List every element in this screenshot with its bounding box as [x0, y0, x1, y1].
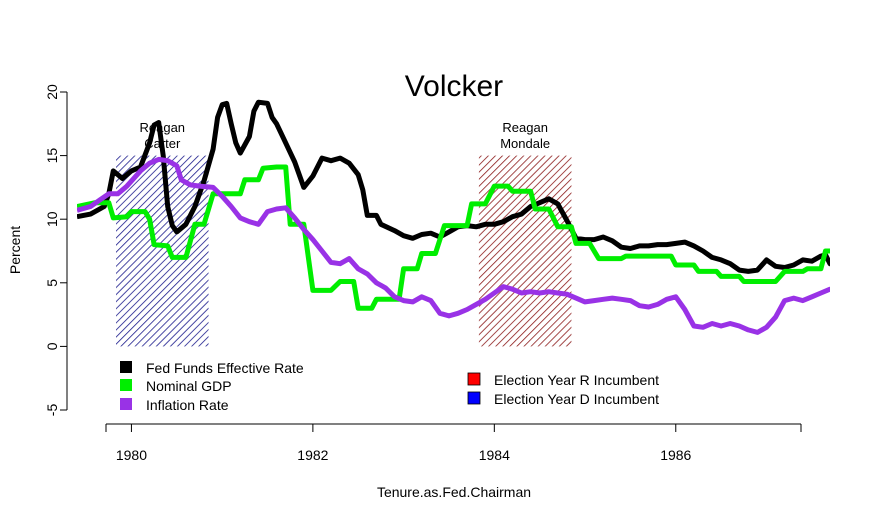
- series-line-nominal-gdp: [77, 164, 830, 311]
- legend-label-inflation: Inflation Rate: [146, 397, 229, 413]
- election-band-label-bottom-1: Mondale: [500, 136, 550, 151]
- legend-label-nominal-gdp: Nominal GDP: [146, 378, 232, 394]
- legend-label-fed-funds: Fed Funds Effective Rate: [146, 360, 304, 376]
- y-tick-label: 10: [44, 211, 60, 227]
- chart-title: Volcker: [405, 70, 503, 103]
- y-tick-label: 5: [44, 279, 60, 287]
- legend-left: Fed Funds Effective Rate Nominal GDP Inf…: [120, 360, 304, 413]
- election-band-label-top-1: Reagan: [502, 120, 548, 135]
- y-axis: -5 0 5 10 15 20: [44, 84, 68, 417]
- legend-swatch-d-incumbent: [467, 391, 481, 405]
- y-tick-label: 20: [44, 84, 60, 100]
- series-line-inflation-rate: [77, 156, 830, 335]
- legend-swatch-nominal-gdp: [120, 379, 132, 391]
- y-tick-label: 15: [44, 148, 60, 164]
- legend-label-r-incumbent: Election Year R Incumbent: [494, 372, 659, 388]
- x-tick-label: 1984: [479, 447, 510, 463]
- x-tick-label: 1982: [297, 447, 328, 463]
- x-tick-label: 1986: [660, 447, 691, 463]
- legend-label-d-incumbent: Election Year D Incumbent: [494, 391, 659, 407]
- legend-swatch-inflation: [120, 398, 132, 410]
- x-tick-label: 1980: [116, 447, 147, 463]
- series-line-fed-funds-effective-rate: [77, 99, 830, 274]
- x-axis-label: Tenure.as.Fed.Chairman: [377, 484, 531, 500]
- y-tick-label: -5: [44, 404, 60, 417]
- y-axis-label: Percent: [7, 226, 23, 274]
- legend-right: Election Year R Incumbent Election Year …: [467, 372, 659, 407]
- x-axis: 1980 1982 1984 1986: [105, 423, 802, 463]
- legend-swatch-r-incumbent: [467, 372, 481, 386]
- series-lines: [77, 99, 830, 335]
- legend-swatch-fed-funds: [120, 361, 132, 373]
- y-tick-label: 0: [44, 342, 60, 350]
